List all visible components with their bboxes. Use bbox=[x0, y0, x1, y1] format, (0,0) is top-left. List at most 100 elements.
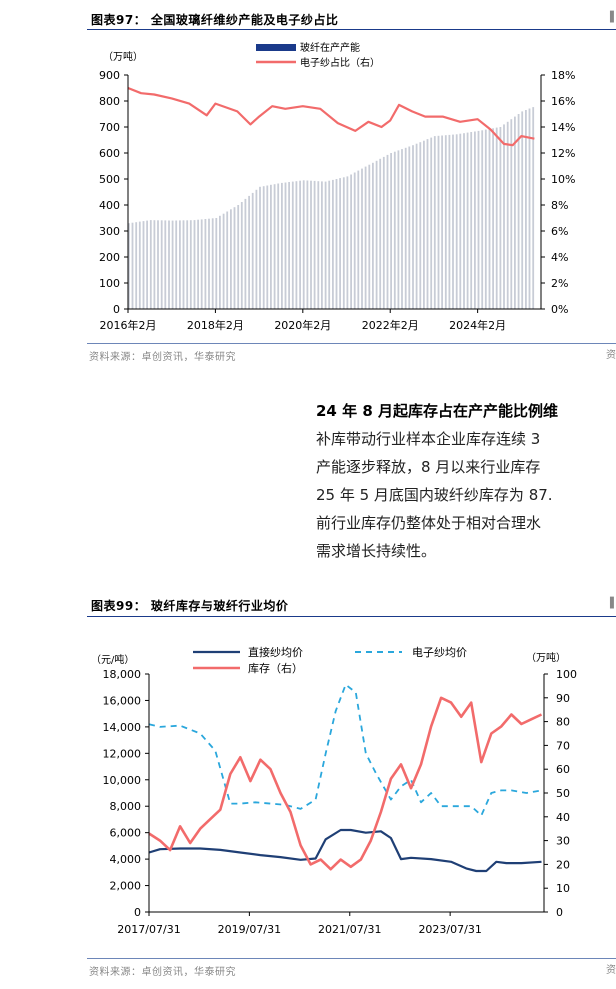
capacity-bar bbox=[237, 205, 240, 309]
figure97-top-rule bbox=[87, 29, 616, 30]
capacity-bar bbox=[204, 219, 207, 309]
capacity-bar bbox=[328, 180, 331, 309]
capacity-bar bbox=[495, 127, 498, 309]
edge-fragment-source-1: 资 bbox=[606, 350, 616, 361]
capacity-bar bbox=[463, 133, 465, 309]
y-left-tick-label: 800 bbox=[99, 95, 120, 108]
capacity-bar bbox=[215, 218, 218, 309]
capacity-bar bbox=[503, 124, 505, 310]
legend-swatch-capacity bbox=[256, 44, 296, 51]
capacity-bar bbox=[306, 180, 309, 309]
capacity-bar bbox=[281, 182, 283, 309]
y-left-tick-label: 100 bbox=[99, 277, 120, 290]
capacity-bar bbox=[423, 140, 425, 309]
paragraph-line-2: 产能逐步释放，8 月以来行业库存 bbox=[316, 458, 541, 476]
y-right-tick-label: 20 bbox=[556, 858, 570, 871]
y-right-tick-label: 18% bbox=[551, 69, 575, 82]
capacity-bar bbox=[517, 114, 520, 309]
capacity-bar bbox=[233, 207, 236, 309]
x-tick-label: 2017/07/31 bbox=[117, 923, 180, 936]
capacity-bar bbox=[379, 158, 382, 309]
capacity-bar bbox=[448, 134, 451, 309]
capacity-bar bbox=[499, 127, 502, 309]
figure97-source: 资料来源：卓创资讯，华泰研究 bbox=[89, 352, 236, 363]
capacity-bar bbox=[415, 143, 418, 309]
paragraph-line-3: 25 年 5 月底国内玻纤纱库存为 87. bbox=[316, 486, 553, 504]
y-left-tick-label: 600 bbox=[99, 147, 120, 160]
capacity-bar bbox=[317, 181, 320, 309]
capacity-bar bbox=[444, 135, 447, 309]
y-left-tick-label: 0 bbox=[113, 303, 120, 316]
y-left-tick-label: 0 bbox=[134, 906, 141, 919]
capacity-bar bbox=[175, 220, 178, 309]
capacity-bar bbox=[364, 166, 367, 309]
figure99-source: 资料来源：卓创资讯，华泰研究 bbox=[89, 967, 236, 978]
paragraph-line-5: 需求增长持续性。 bbox=[316, 542, 437, 560]
capacity-bar bbox=[353, 172, 356, 309]
unit-label-left: （万吨） bbox=[103, 50, 143, 63]
capacity-bar bbox=[397, 150, 400, 309]
capacity-bar bbox=[128, 223, 130, 309]
capacity-bar bbox=[138, 221, 141, 309]
capacity-bar bbox=[521, 111, 524, 310]
capacity-bar bbox=[182, 220, 185, 309]
x-tick-label: 2016年2月 bbox=[100, 318, 157, 332]
capacity-bar bbox=[259, 186, 261, 309]
capacity-bar bbox=[164, 220, 167, 309]
capacity-bar bbox=[160, 220, 163, 309]
y-left-tick-label: 2,000 bbox=[110, 880, 142, 893]
capacity-bar bbox=[510, 119, 513, 309]
y-left-tick-label: 10,000 bbox=[103, 774, 142, 787]
y-right-tick-label: 100 bbox=[556, 668, 577, 681]
direct-price-line bbox=[148, 828, 542, 873]
capacity-bar bbox=[368, 164, 371, 309]
capacity-bar bbox=[514, 116, 516, 309]
capacity-bar bbox=[324, 181, 327, 309]
capacity-bar bbox=[135, 222, 138, 309]
capacity-bar bbox=[426, 139, 429, 309]
capacity-bar bbox=[506, 121, 509, 309]
y-left-tick-label: 8,000 bbox=[110, 800, 142, 813]
y-left-tick-label: 200 bbox=[99, 251, 120, 264]
y-right-tick-label: 10 bbox=[556, 882, 570, 895]
capacity-bar bbox=[291, 181, 294, 309]
paragraph-title: 24 年 8 月起库存占在产产能比例维 bbox=[316, 402, 558, 420]
capacity-bar bbox=[350, 174, 352, 309]
capacity-bar bbox=[270, 184, 272, 309]
y-right-tick-label: 90 bbox=[556, 692, 570, 705]
x-tick-label: 2023/07/31 bbox=[418, 923, 481, 936]
capacity-bar bbox=[313, 180, 316, 309]
y-left-tick-label: 400 bbox=[99, 199, 120, 212]
capacity-bar bbox=[393, 151, 396, 309]
capacity-bar bbox=[477, 130, 480, 309]
capacity-bar bbox=[277, 183, 280, 309]
y-left-tick-label: 6,000 bbox=[110, 827, 142, 840]
paragraph-line-4: 前行业库存仍整体处于相对合理水 bbox=[316, 514, 542, 532]
electronic-price-line bbox=[148, 683, 542, 817]
y-right-tick-label: 30 bbox=[556, 835, 570, 848]
capacity-bar bbox=[222, 213, 225, 309]
capacity-bar bbox=[386, 154, 389, 309]
y-left-tick-label: 4,000 bbox=[110, 853, 142, 866]
capacity-bar bbox=[401, 149, 403, 309]
capacity-bar bbox=[372, 162, 374, 309]
electronic-share-line bbox=[127, 86, 535, 147]
capacity-bar bbox=[153, 220, 156, 309]
capacity-bar bbox=[193, 220, 196, 309]
y-right-tick-label: 0% bbox=[551, 303, 568, 316]
capacity-bar bbox=[248, 195, 250, 309]
capacity-bar bbox=[430, 137, 433, 309]
y-left-tick-label: 500 bbox=[99, 173, 120, 186]
y-right-tick-label: 16% bbox=[551, 95, 575, 108]
capacity-bar bbox=[532, 107, 535, 309]
y-right-tick-label: 14% bbox=[551, 121, 575, 134]
capacity-bar bbox=[408, 146, 411, 309]
capacity-bar bbox=[525, 110, 527, 309]
capacity-bar bbox=[404, 147, 407, 309]
legend-label-capacity: 玻纤在产产能 bbox=[300, 41, 360, 54]
edge-fragment-mid: ▌ bbox=[610, 598, 616, 609]
capacity-bar bbox=[375, 160, 378, 309]
legend-label-electronic: 电子纱均价 bbox=[412, 646, 467, 659]
